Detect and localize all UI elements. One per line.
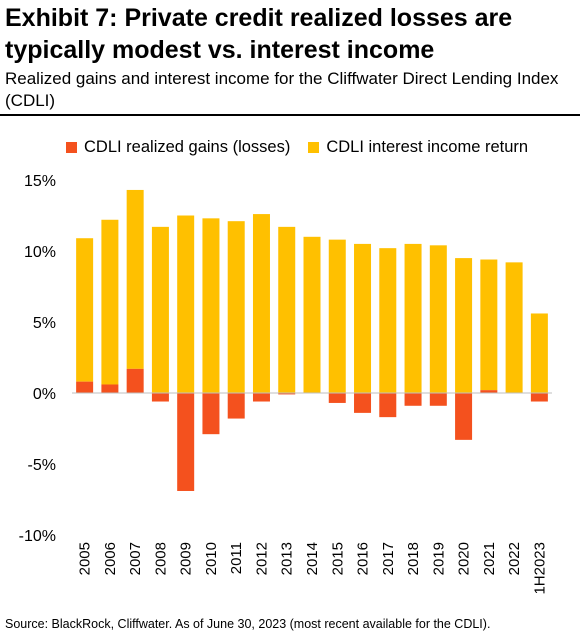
legend-item-realized-gains: CDLI realized gains (losses)	[66, 138, 290, 157]
bar-realized-gains	[126, 368, 144, 393]
x-tick-label: 2010	[203, 542, 220, 575]
bar-interest-income	[303, 236, 321, 393]
x-tick-label: 2006	[102, 542, 119, 575]
bar-realized-gains	[429, 393, 447, 406]
bar-interest-income	[480, 259, 498, 391]
y-tick-label: -5%	[28, 457, 56, 474]
bar-interest-income	[404, 243, 422, 393]
bar-interest-income	[177, 215, 195, 393]
bar-interest-income	[76, 238, 94, 382]
bar-interest-income	[278, 226, 296, 393]
source-note: Source: BlackRock, Cliffwater. As of Jun…	[5, 617, 491, 631]
x-tick-label: 2005	[77, 542, 94, 575]
bar-realized-gains	[252, 393, 270, 402]
chart-legend: CDLI realized gains (losses) CDLI intere…	[66, 136, 546, 158]
y-tick-label: 0%	[33, 386, 56, 403]
x-tick-label: 2017	[380, 542, 397, 575]
bar-realized-gains	[455, 393, 473, 440]
x-tick-label: 2013	[279, 542, 296, 575]
x-tick-label: 2009	[178, 542, 195, 575]
chart-subtitle: Realized gains and interest income for t…	[5, 69, 559, 110]
y-tick-label: 15%	[24, 173, 56, 190]
x-tick-label: 2018	[405, 542, 422, 575]
bar-realized-gains	[379, 393, 397, 418]
page-title: Exhibit 7: Private credit realized losse…	[5, 4, 513, 64]
x-tick-label: 2008	[152, 542, 169, 575]
x-tick-label: 2015	[329, 542, 346, 575]
bar-interest-income	[379, 248, 397, 393]
bar-realized-gains	[404, 393, 422, 406]
x-tick-label: 2007	[127, 542, 144, 575]
bar-interest-income	[530, 313, 548, 393]
bar-interest-income	[354, 243, 372, 393]
bar-interest-income	[252, 214, 270, 393]
title-divider	[0, 114, 580, 116]
legend-swatch-interest-income	[308, 141, 320, 153]
x-tick-label: 2012	[253, 542, 270, 575]
bar-realized-gains	[151, 393, 169, 402]
bar-chart: 15% 10% 5% 0% -5% -10% 2005 2006 2007 2008 2009 201…	[19, 173, 552, 595]
legend-swatch-realized-gains	[66, 141, 77, 153]
x-tick-label: 2019	[430, 542, 447, 575]
bar-realized-gains	[177, 393, 195, 491]
bar-interest-income	[429, 245, 447, 393]
bar-interest-income	[505, 262, 523, 393]
bar-realized-gains	[328, 393, 346, 403]
bar-interest-income	[101, 219, 119, 385]
bar-realized-gains	[202, 393, 220, 435]
legend-label-realized-gains: CDLI realized gains (losses)	[84, 137, 291, 156]
x-tick-label: 2020	[456, 542, 473, 575]
x-tick-label: 2022	[506, 542, 523, 575]
bar-realized-gains	[227, 393, 245, 419]
bar-interest-income	[151, 226, 169, 393]
bar-interest-income	[328, 239, 346, 393]
bar-interest-income	[227, 221, 245, 393]
bar-interest-income	[455, 258, 473, 393]
bar-realized-gains	[480, 390, 498, 393]
y-tick-label: 10%	[24, 244, 56, 261]
bar-realized-gains	[101, 384, 119, 393]
bar-interest-income	[202, 218, 220, 393]
x-tick-label: 1H2023	[531, 542, 548, 595]
bar-realized-gains	[354, 393, 372, 413]
bar-realized-gains	[530, 393, 548, 402]
legend-label-interest-income: CDLI interest income return	[326, 137, 529, 156]
bar-realized-gains	[76, 381, 94, 393]
x-tick-label: 2021	[481, 542, 498, 575]
x-tick-label: 2011	[228, 542, 245, 574]
bar-interest-income	[126, 189, 144, 369]
y-tick-label: 5%	[33, 315, 56, 332]
x-tick-label: 2014	[304, 542, 321, 575]
x-tick-label: 2016	[355, 542, 372, 575]
bar-realized-gains	[278, 393, 296, 395]
legend-item-interest-income: CDLI interest income return	[308, 138, 528, 157]
y-tick-label: -10%	[19, 528, 56, 545]
